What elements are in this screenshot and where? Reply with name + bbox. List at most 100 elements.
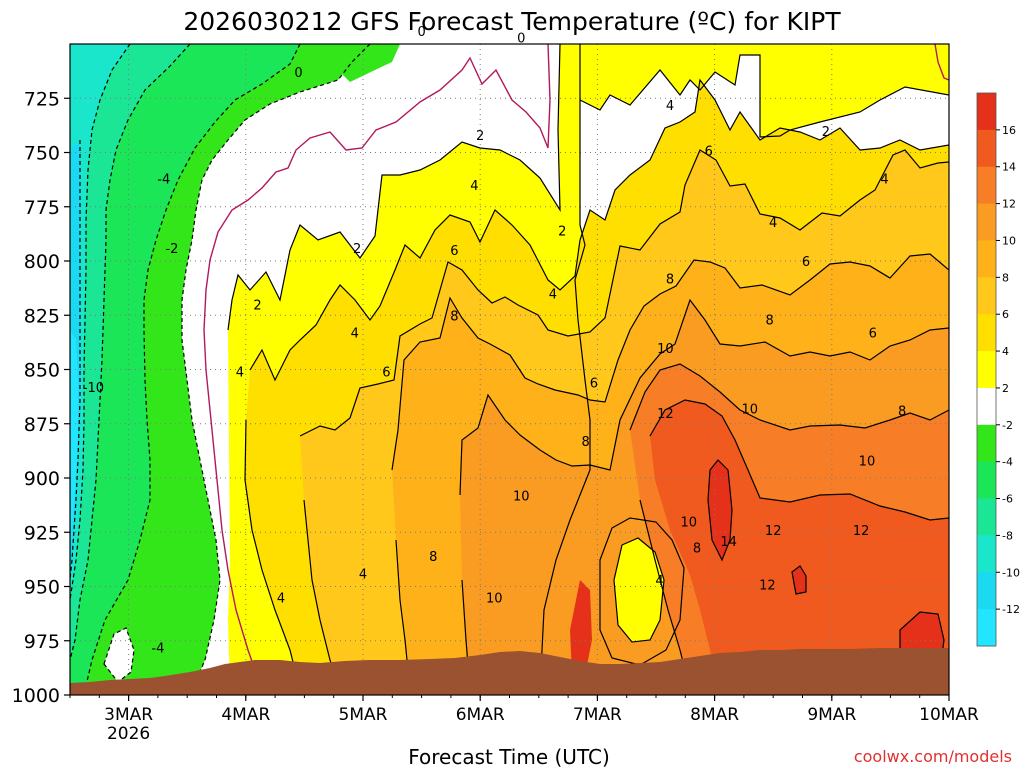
contour-label: 8 bbox=[666, 272, 674, 287]
colorbar-tick-label: -8 bbox=[1002, 529, 1013, 542]
band-minus-12 bbox=[70, 330, 78, 560]
y-tick-label: 975 bbox=[24, 631, 60, 653]
contour-label: 4 bbox=[769, 216, 777, 231]
contour-label: -10 bbox=[83, 381, 104, 396]
colorbar-bin bbox=[977, 203, 996, 241]
contour-minus-6 bbox=[70, 44, 191, 661]
contour-16-a bbox=[707, 459, 733, 562]
colorbar-bin bbox=[977, 277, 996, 315]
colorbar-bin bbox=[977, 498, 996, 536]
contour-label: 8 bbox=[898, 405, 906, 420]
colorbar-tick-label: 6 bbox=[1002, 308, 1009, 321]
y-tick-label: 1000 bbox=[12, 685, 60, 707]
contour-label: 12 bbox=[853, 524, 870, 539]
contour-label: 4 bbox=[655, 574, 663, 589]
colorbar-bin bbox=[977, 609, 996, 647]
x-tick-label: 8MAR bbox=[690, 705, 739, 725]
x-tick-label: 10MAR bbox=[919, 705, 979, 725]
contour-14 bbox=[649, 399, 949, 521]
contour-2b bbox=[539, 44, 591, 691]
contour-10 bbox=[459, 298, 949, 496]
contour-label: 10 bbox=[741, 403, 758, 418]
contour-label: 8 bbox=[693, 541, 701, 556]
contour-label: 6 bbox=[450, 244, 458, 259]
colorbar-bin bbox=[977, 166, 996, 205]
contour-label: 0 bbox=[417, 25, 425, 40]
colorbar-bin bbox=[977, 387, 996, 426]
contour-warm-pocket-outer bbox=[599, 517, 685, 666]
y-tick-label: 850 bbox=[24, 360, 60, 382]
contour-label: 8 bbox=[766, 314, 774, 329]
contour-label: -2 bbox=[165, 242, 178, 257]
warm-pocket bbox=[614, 538, 664, 642]
contour-label: 4 bbox=[880, 173, 888, 188]
colorbar: 16 14 12 10 8 6 4 2 -2 -4 -6 -8 -10 -12 bbox=[976, 92, 1020, 647]
colorbar-tick-label: -10 bbox=[1002, 566, 1020, 579]
contour-label: 10 bbox=[681, 515, 698, 530]
x-tick-sublabel: 2026 bbox=[107, 724, 150, 744]
contour-label: 4 bbox=[549, 288, 557, 303]
colorbar-tick-label: 16 bbox=[1002, 124, 1016, 137]
contour-label: 6 bbox=[705, 144, 713, 159]
x-tick-label: 7MAR bbox=[573, 705, 622, 725]
contour-label: 10 bbox=[486, 591, 503, 606]
x-tick-label: 6MAR bbox=[456, 705, 505, 725]
contour-label: 2 bbox=[253, 298, 261, 313]
contour-12 bbox=[629, 363, 949, 431]
colorbar-tick-label: 14 bbox=[1002, 161, 1016, 174]
contour-label: 0 bbox=[517, 31, 525, 46]
contour-label: 2 bbox=[353, 242, 361, 257]
y-tick-label: 950 bbox=[24, 577, 60, 599]
band-minus-6 bbox=[70, 44, 190, 660]
colorbar-tick-label: -6 bbox=[1002, 493, 1013, 506]
terrain bbox=[70, 648, 949, 695]
contour-label: 6 bbox=[802, 255, 810, 270]
colorbar-bin bbox=[977, 535, 996, 573]
contour-label: 2 bbox=[476, 129, 484, 144]
contour-8 bbox=[391, 253, 949, 471]
contour-minus-8 bbox=[70, 44, 131, 601]
contour-label: 6 bbox=[590, 377, 598, 392]
contour-minus-4 bbox=[84, 44, 301, 691]
contour-label: 8 bbox=[582, 435, 590, 450]
contour-4-lower bbox=[244, 419, 301, 691]
contour-label: 4 bbox=[351, 327, 359, 342]
colorbar-bin bbox=[977, 314, 996, 352]
contour-label: 0 bbox=[294, 66, 302, 81]
contour-labels: -4 -2 -10 -4 0 0 0 2 2 2 2 2 4 4 4 4 4 4 4 4 4 4 6 6 6 6 6 6 8 8 8 8 8 8 8… bbox=[83, 25, 906, 656]
contour-label: 8 bbox=[429, 550, 437, 565]
colorbar-tick-label: 12 bbox=[1002, 198, 1016, 211]
y-tick-label: 725 bbox=[24, 88, 60, 110]
colorbar-tick-label: 4 bbox=[1002, 345, 1009, 358]
zero-contour-right bbox=[934, 44, 949, 81]
zero-contours bbox=[203, 44, 949, 691]
contour-label: 10 bbox=[859, 455, 876, 470]
zero-contour-main bbox=[203, 44, 551, 691]
contour-label: 12 bbox=[759, 578, 776, 593]
green-top-patch bbox=[336, 44, 400, 82]
contour-16-c bbox=[791, 565, 807, 595]
contour-label: -4 bbox=[151, 641, 164, 656]
contour-label: 12 bbox=[765, 524, 782, 539]
chart-title: 2026030212 GFS Forecast Temperature (ºC)… bbox=[183, 7, 841, 36]
colorbar-tick-label: 8 bbox=[1002, 271, 1009, 284]
colorbar-tick-label: -12 bbox=[1002, 603, 1020, 616]
x-tick-label: 3MAR bbox=[104, 705, 153, 725]
y-tick-label: 900 bbox=[24, 468, 60, 490]
credit-link[interactable]: coolwx.com/models bbox=[854, 747, 1012, 766]
colorbar-bin bbox=[977, 93, 996, 131]
colorbar-tick-label: -4 bbox=[1002, 456, 1013, 469]
band-minus-4 bbox=[70, 44, 300, 690]
colorbar-bin bbox=[977, 129, 996, 168]
x-tick-label: 4MAR bbox=[221, 705, 270, 725]
contour-label: 12 bbox=[657, 407, 674, 422]
contour-label: 4 bbox=[666, 99, 674, 114]
contour-label: 4 bbox=[359, 567, 367, 582]
colorbar-bin bbox=[977, 240, 996, 278]
contour-minus-10 bbox=[70, 140, 81, 581]
contour-2 bbox=[227, 44, 561, 331]
contour-label: 6 bbox=[382, 366, 390, 381]
colorbar-bin bbox=[977, 351, 996, 389]
